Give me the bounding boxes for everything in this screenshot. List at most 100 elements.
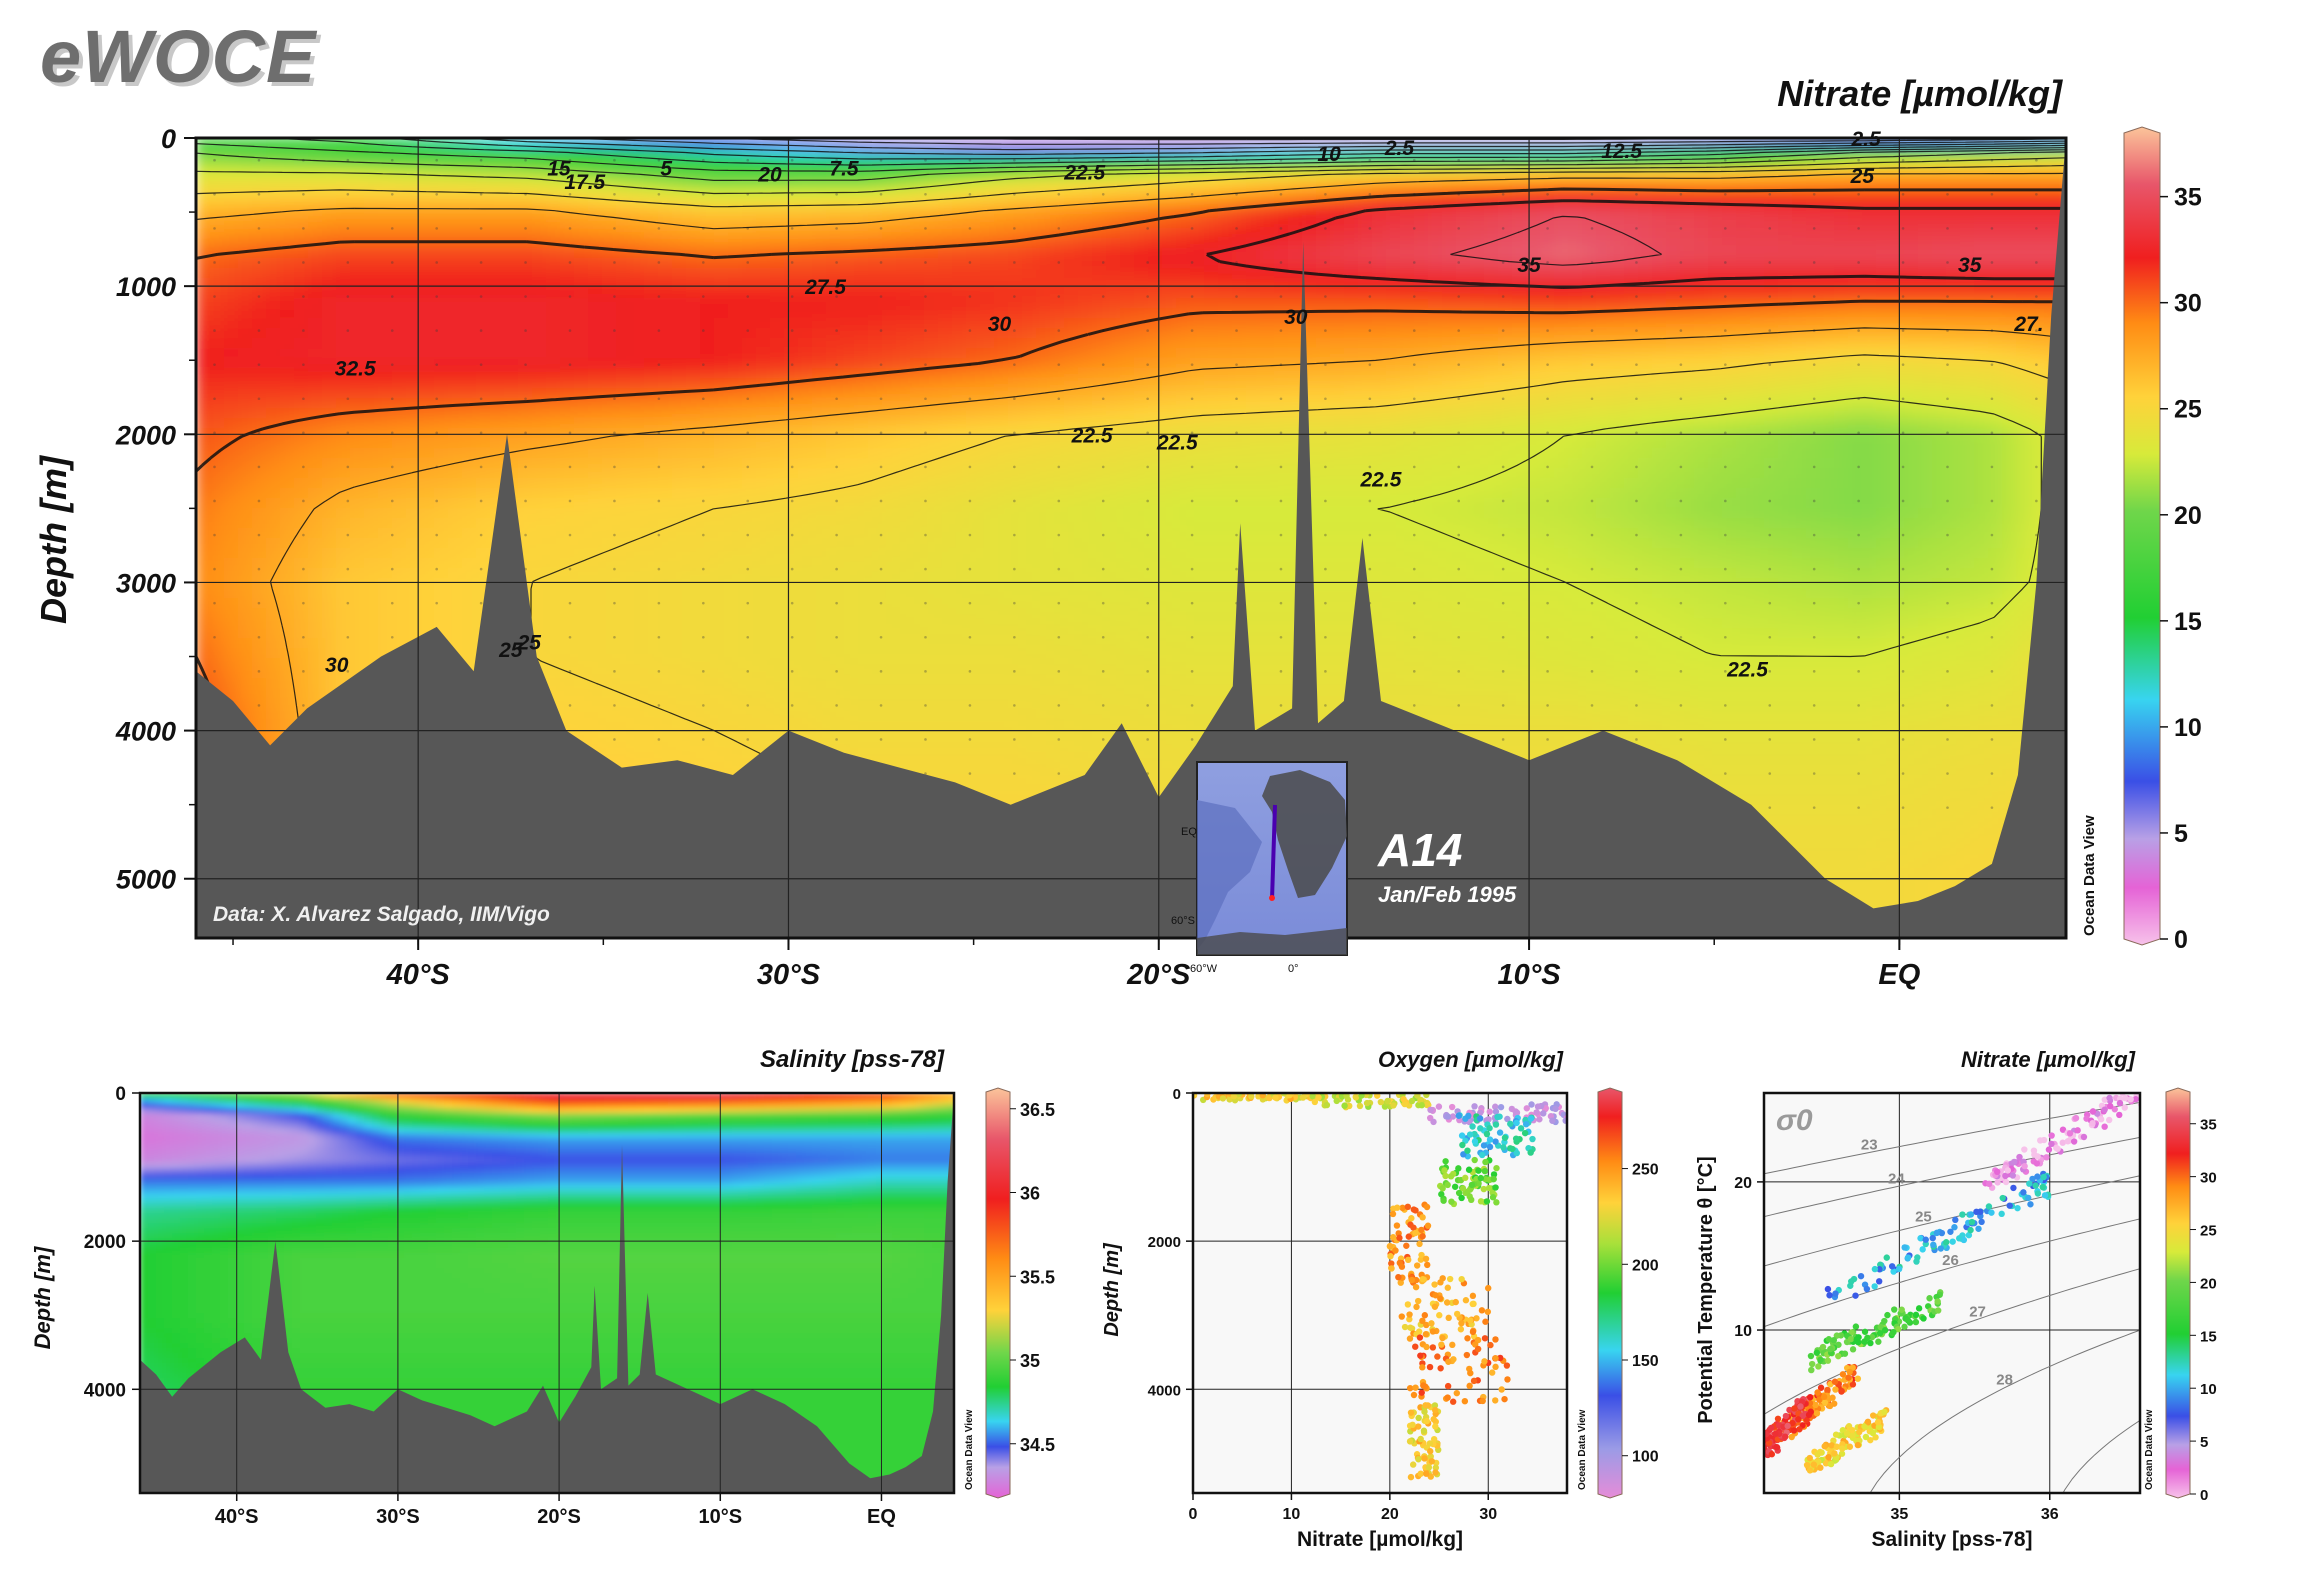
nitrate-tick-label: 0 [1189,1506,1198,1523]
oxygen-points [1193,1093,1567,1481]
oxygen-xlabel: Nitrate [µmol/kg] [1297,1528,1463,1551]
latitude-tick-label: EQ [1878,959,1920,991]
inset-antarctica [1197,928,1347,955]
oxygen-ylabel: Depth [m] [1101,1242,1123,1337]
isopycnal-label: 27 [1969,1303,1986,1320]
nitrate-section-title: Nitrate [µmol/kg] [1777,73,2063,114]
colorbar-tick-label: 0 [2174,926,2188,954]
salinity-frame [138,1091,956,1495]
colorbar-tick-label: 150 [1632,1353,1659,1370]
colorbar-tick-label: 15 [2200,1328,2217,1345]
colorbar-tick-label: 30 [2200,1170,2217,1187]
depth-axis-label: Depth [m] [33,455,74,624]
sigma-label: σ0 [1776,1104,1813,1137]
nitrate-contours [196,138,2066,938]
salinity-title: Salinity [pss-78] [760,1046,945,1073]
colorbar-tick-label: 35 [2200,1117,2217,1134]
contour-label: 30 [1284,306,1308,329]
contour-label: 22.5 [1071,424,1113,447]
colorbar-tick-label: 35 [1020,1351,1040,1371]
contour-label: 2.5 [1850,128,1881,151]
contour-line [196,151,2066,181]
colorbar-tick-label: 0 [2200,1487,2208,1504]
ts-points [1764,1093,2140,1474]
depth-tick-label: 3000 [116,568,176,598]
data-credit: Data: X. Alvarez Salgado, IIM/Vigo [213,903,550,926]
inset-africa [1262,770,1347,898]
depth-tick-label: 4000 [84,1380,126,1401]
contour-label: 22.5 [1156,432,1198,455]
oxygen-scatter-panel: Oxygen [µmol/kg] 0 2000 4000 0 10 20 30 Nitrat… [1101,1047,1659,1551]
latitude-tick-label: 20°S [1126,959,1191,991]
ts-xlabel: Salinity [pss-78] [1871,1528,2032,1551]
latitude-tick-label: EQ [867,1506,896,1528]
salinity-tick-label: 36 [2041,1506,2059,1523]
depth-tick-label: 2000 [1148,1234,1181,1251]
contour-line [196,157,2066,658]
latitude-tick-label: 40°S [215,1506,259,1528]
colorbar-tick-label: 25 [2174,396,2202,424]
section-axes: 0 1000 2000 3000 4000 5000 40°S 30°S 20°S 10°S EQ [115,124,1921,991]
inset-cruise-track [1270,804,1277,901]
colorbar-tick-label: 10 [2174,714,2202,742]
colorbar-tick-label: 20 [2174,502,2202,530]
isopycnal-label: 23 [1861,1136,1878,1153]
contour-label: 15 [547,158,571,181]
colorbar-tick-label: 25 [2200,1223,2217,1240]
contour-label: 27. [2013,313,2043,336]
isopycnal-label: 24 [1888,1171,1905,1188]
colorbar-tick-label: 15 [2174,608,2202,636]
ts-axes: 20 10 35 36 [1734,1175,2059,1523]
salinity-bathymetry [140,1093,954,1493]
contour-label: 10 [1317,143,1341,166]
depth-tick-label: 0 [1173,1086,1181,1103]
contour-label: 32.5 [335,358,376,381]
salinity-depth-label: Depth [m] [30,1246,55,1349]
ts-ylabel: Potential Temperature θ [°C] [1695,1156,1717,1423]
latitude-tick-label: 30°S [757,959,821,991]
contour-label: 35 [1958,254,1982,277]
nitrate-tick-label: 30 [1479,1506,1497,1523]
ts-frame [1762,1091,2142,1495]
latitude-tick-label: 20°S [537,1506,581,1528]
isopycnal-label: 26 [1942,1252,1959,1269]
contour-label: 27.5 [804,276,846,299]
latitude-tick-label: 10°S [1497,959,1561,991]
colorbar-tick-label: 36 [1020,1184,1040,1204]
inset-lat-label: 60°S [1171,915,1195,927]
contour-label: 35 [1517,254,1541,277]
colorbar-tick-label: 34.5 [1020,1435,1055,1455]
salinity-section-panel: Salinity [pss-78] 0 2000 4000 40°S 30°S 20°S 1… [30,1046,1055,1528]
depth-tick-label: 5000 [116,865,176,895]
contour-line [1450,215,1662,266]
nitrate-tick-label: 10 [1283,1506,1301,1523]
contour-label: 7.5 [829,158,859,181]
ts-colorbar: 35 30 25 20 15 10 5 0 Ocean Data View [2144,1087,2217,1504]
latitude-tick-label: 40°S [386,959,451,991]
depth-tick-label: 2000 [84,1232,126,1253]
contour-line [196,172,2066,938]
contour-label: 30 [325,654,349,677]
colorbar-tick-label: 250 [1632,1162,1659,1179]
isopycnal-lines: 23 24 25 26 27 28 29 [1764,1101,2140,1493]
oxygen-colorbar: 250 200 150 100 Ocean Data View [1577,1087,1659,1499]
salinity-odv-label: Ocean Data View [964,1409,975,1490]
contour-line [196,143,2066,172]
colorbar-tick-label: 10 [2200,1381,2217,1398]
depth-tick-label: 4000 [115,717,176,747]
depth-tick-label: 1000 [116,272,176,302]
isopycnal-label: 25 [1915,1209,1932,1226]
contour-label: 22.5 [1726,658,1768,681]
ts-odv-label: Ocean Data View [2144,1409,2155,1490]
inset-eq-label: EQ [1181,826,1197,838]
depth-tick-label: 2000 [115,420,176,450]
colorbar-tick-label: 20 [2200,1275,2217,1292]
colorbar-tick-label: 5 [2200,1434,2208,1451]
inset-south-america [1197,800,1262,950]
depth-tick-label: 0 [115,1084,126,1105]
salinity-axes: 0 2000 4000 40°S 30°S 20°S 10°S EQ [84,1084,896,1528]
section-frame [194,136,2068,940]
